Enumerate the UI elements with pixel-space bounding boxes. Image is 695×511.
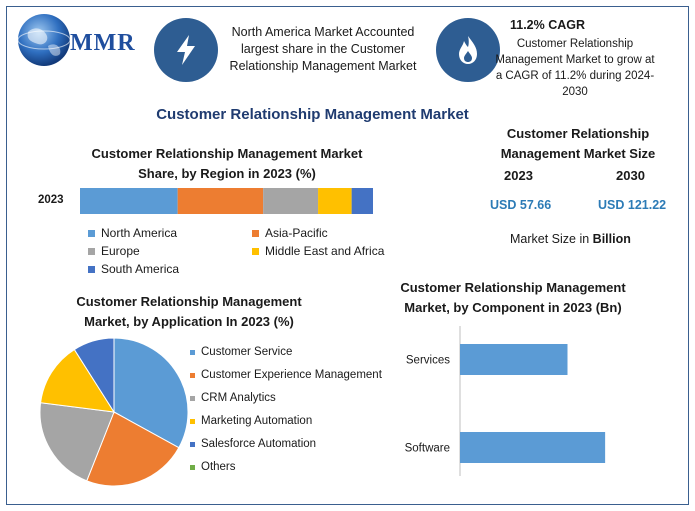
market-size-value-2023: USD 57.66 (490, 198, 552, 212)
region-legend-europe: Europe (88, 244, 140, 258)
application-chart-title: Customer Relationship Management Market,… (76, 294, 302, 329)
region-segment-north-america (80, 188, 178, 214)
region-legend-middle-east-and-africa: Middle East and Africa (252, 244, 384, 258)
application-legend-crm-analytics: CRM Analytics (190, 392, 276, 404)
application-legend-others: Others (190, 461, 236, 473)
legend-label: South America (101, 262, 180, 276)
market-size-year-2023: 2023 (504, 168, 533, 183)
legend-swatch (190, 372, 195, 378)
application-legend-customer-service: Customer Service (190, 346, 292, 358)
application-legend-salesforce-automation: Salesforce Automation (190, 438, 316, 450)
globe-icon (17, 14, 71, 66)
legend-swatch (190, 395, 195, 401)
legend-label: Middle East and Africa (265, 244, 385, 258)
flame-icon (436, 18, 500, 82)
component-bar-software (460, 432, 606, 463)
legend-label: North America (101, 226, 178, 240)
legend-label: CRM Analytics (201, 392, 276, 404)
legend-swatch (190, 349, 195, 355)
legend-label: Others (201, 461, 236, 473)
application-legend-customer-experience-management: Customer Experience Management (190, 369, 382, 381)
pie-slice-salesforce-automation (73, 337, 115, 414)
component-bar-chart: Services Software (405, 326, 606, 476)
legend-label: Europe (101, 244, 140, 258)
pie-slice-customer-experience-management (86, 411, 180, 487)
info-cagr: Customer Relationship Management Market … (495, 38, 655, 98)
region-category-label: 2023 (38, 194, 64, 206)
pie-slice-marketing-automation (40, 348, 115, 413)
legend-label: Salesforce Automation (201, 438, 317, 450)
page-title: Customer Relationship Management Market (156, 106, 469, 123)
region-chart-title: Customer Relationship Management Market … (91, 146, 363, 181)
market-size-year-2030: 2030 (616, 168, 645, 183)
component-label-software: Software (405, 443, 450, 455)
market-size-title: Customer Relationship Management Market … (500, 126, 656, 161)
legend-swatch (252, 247, 259, 255)
legend-label: Customer Service (201, 346, 293, 358)
mmr-logo: MMR (14, 10, 144, 70)
legend-label: Customer Experience Management (201, 369, 382, 381)
region-segment-asia-pacific (177, 188, 264, 214)
pie-slice-customer-service (113, 337, 189, 449)
pie-slice-crm-analytics (39, 402, 115, 482)
legend-swatch (88, 247, 95, 255)
info-north-america: North America Market Accounted largest s… (229, 25, 417, 73)
lightning-bolt-icon (154, 18, 218, 82)
region-legend-north-america: North America (88, 226, 177, 240)
region-segment-europe (263, 188, 319, 214)
legend-label: Asia-Pacific (265, 226, 328, 240)
legend-swatch (190, 464, 195, 470)
legend-swatch (190, 418, 195, 424)
region-stacked-bar (80, 188, 373, 214)
market-size-value-2030: USD 121.22 (598, 198, 667, 212)
legend-swatch (190, 441, 195, 447)
component-bar-services (460, 344, 568, 375)
market-size-note-prefix: Market Size in (510, 232, 593, 246)
cagr-title: 11.2% CAGR (510, 18, 586, 32)
region-legend-asia-pacific: Asia-Pacific (252, 226, 328, 240)
legend-swatch (88, 265, 95, 273)
application-pie-chart (39, 337, 189, 487)
market-size-note: Market Size in Billion (510, 232, 631, 246)
legend-swatch (252, 229, 259, 237)
legend-label: Marketing Automation (201, 415, 313, 427)
component-chart-title: Customer Relationship Management Market,… (400, 280, 626, 315)
region-segment-middle-east-and-africa (318, 188, 352, 214)
region-segment-south-america (351, 188, 373, 214)
legend-swatch (88, 229, 95, 237)
logo-text: MMR (70, 30, 136, 56)
region-legend-south-america: South America (88, 262, 179, 276)
market-size-note-unit: Billion (592, 232, 631, 246)
application-legend-marketing-automation: Marketing Automation (190, 415, 312, 427)
component-label-services: Services (406, 355, 450, 367)
infographic-frame (6, 6, 689, 505)
